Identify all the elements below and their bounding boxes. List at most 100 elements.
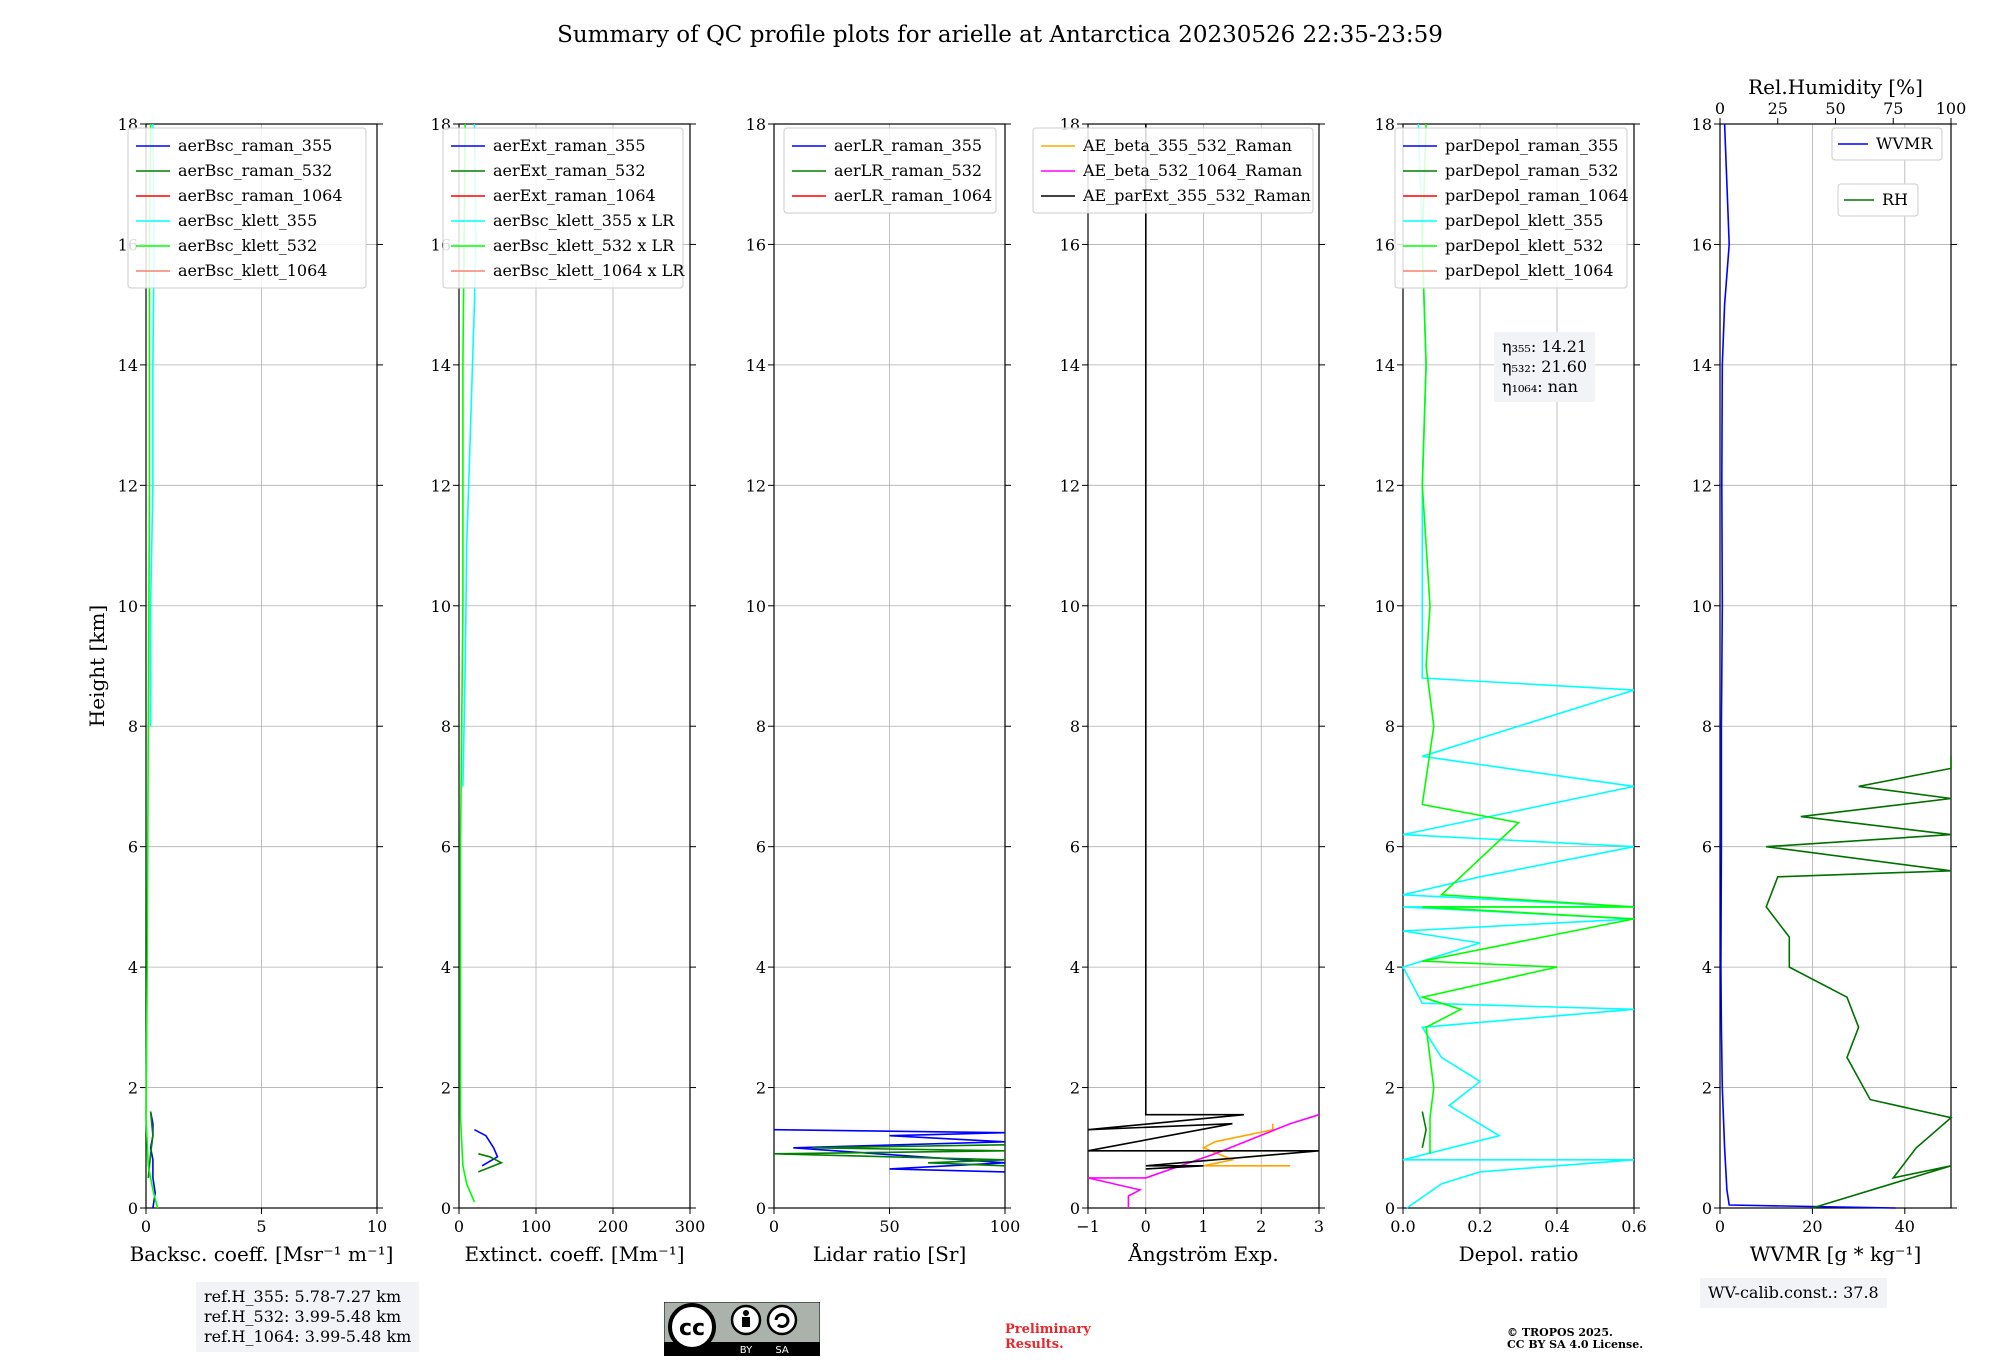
series-line-aerBsc_raman_532	[147, 1111, 154, 1178]
tick-label-y: 8	[128, 717, 138, 736]
tick-label-y: 12	[118, 476, 138, 495]
tick-label-x: 0	[141, 1217, 151, 1236]
wv-calib-box: WV-calib.const.: 37.8	[1700, 1278, 1887, 1308]
series-line-WVMR	[1720, 123, 1896, 1209]
tick-label-y: 16	[746, 235, 766, 254]
legend-label: aerBsc_raman_532	[178, 161, 332, 180]
axis-label-x: Backsc. coeff. [Msr⁻¹ m⁻¹]	[130, 1242, 394, 1266]
series-line-parDepol_raman_532	[1421, 1111, 1427, 1148]
axis-label-x2: Rel.Humidity [%]	[1748, 75, 1923, 99]
eta-box: η₃₅₅: 14.21 η₅₃₂: 21.60 η₁₀₆₄: nan	[1494, 332, 1596, 402]
tick-label-y: 10	[1060, 597, 1080, 616]
series-line-AE_parExt_355_532_Raman	[1087, 124, 1320, 1170]
copyright-note: © TROPOS 2025. CC BY SA 4.0 License.	[1507, 1327, 1643, 1351]
tick-label-y: 10	[746, 597, 766, 616]
tick-label-y: 12	[746, 476, 766, 495]
ref-h-532: ref.H_532: 3.99-5.48 km	[204, 1307, 402, 1326]
tick-label-y: 16	[1060, 235, 1080, 254]
legend-label: aerLR_raman_532	[834, 161, 982, 180]
tick-label-y: 4	[1070, 958, 1080, 977]
tick-label-y: 6	[128, 838, 138, 857]
tick-label-y: 6	[1385, 838, 1395, 857]
legend-label: aerBsc_klett_1064 x LR	[493, 261, 685, 280]
legend-box	[1032, 127, 1314, 214]
wv-calib-const: WV-calib.const.: 37.8	[1708, 1283, 1879, 1302]
tick-label-y: 16	[1375, 235, 1395, 254]
tick-label-y: 4	[128, 958, 138, 977]
tick-label-x: 0	[454, 1217, 464, 1236]
tick-label-x: 0	[1141, 1217, 1151, 1236]
legend-box	[442, 127, 684, 289]
axis-label-x: Depol. ratio	[1459, 1242, 1579, 1266]
tick-label-y: 0	[756, 1199, 766, 1218]
tick-label-y: 14	[1692, 356, 1712, 375]
tick-label-y: 12	[1692, 476, 1712, 495]
legend-label: parDepol_klett_1064	[1445, 261, 1614, 280]
tick-label-y: 0	[128, 1199, 138, 1218]
copyright-line-2: CC BY SA 4.0 License.	[1507, 1338, 1644, 1351]
copyright-line-1: © TROPOS 2025.	[1507, 1326, 1613, 1339]
series-line-aerBsc_raman_355	[149, 1111, 157, 1209]
legend-box	[1837, 183, 1919, 217]
tick-label-y: 4	[441, 958, 451, 977]
axes-frame	[145, 123, 378, 1209]
tick-label-y: 14	[118, 356, 138, 375]
legend-label: AE_beta_532_1064_Raman	[1082, 161, 1302, 180]
legend-label: AE_beta_355_532_Raman	[1082, 136, 1292, 155]
tick-label-y: 18	[1692, 115, 1712, 134]
legend-label: parDepol_raman_532	[1445, 161, 1618, 180]
axis-label-x: Ångström Exp.	[1127, 1241, 1278, 1266]
series-line-aerBsc_klett_532 x LR	[459, 123, 476, 1203]
preliminary-note: Preliminary Results.	[1005, 1322, 1091, 1352]
series-line-parDepol_klett_532	[1419, 123, 1635, 1154]
cc-license-badge-icon: cc BY SA	[664, 1302, 820, 1356]
legend-label: parDepol_klett_355	[1445, 211, 1603, 230]
legend-box	[1831, 127, 1943, 161]
tick-label-x2: 25	[1768, 99, 1788, 118]
tick-label-y: 6	[1702, 838, 1712, 857]
tick-label-y: 16	[1692, 235, 1712, 254]
legend-box	[127, 127, 367, 289]
tick-label-x: 0.6	[1621, 1217, 1646, 1236]
series-line-AE_beta_532_1064_Raman	[1087, 1113, 1320, 1208]
tick-label-x: 2	[1256, 1217, 1266, 1236]
legend-label: RH	[1882, 190, 1908, 209]
tick-label-y: 8	[1385, 717, 1395, 736]
tick-label-x: 40	[1895, 1217, 1915, 1236]
legend-label: aerBsc_klett_532 x LR	[493, 236, 675, 255]
ref-h-1064: ref.H_1064: 3.99-5.48 km	[204, 1327, 412, 1346]
tick-label-x: 0	[769, 1217, 779, 1236]
tick-label-y: 8	[1702, 717, 1712, 736]
tick-label-y: 6	[1070, 838, 1080, 857]
series-line-aerExt_raman_532	[478, 1153, 504, 1173]
tick-label-y: 10	[118, 597, 138, 616]
legend-label: aerBsc_raman_1064	[178, 186, 343, 205]
tick-label-y: 0	[1385, 1199, 1395, 1218]
tick-label-x: 300	[675, 1217, 706, 1236]
tick-label-x2: 0	[1715, 99, 1725, 118]
axes-frame	[1402, 123, 1635, 1209]
tick-label-x: 200	[598, 1217, 629, 1236]
legend-label: parDepol_klett_532	[1445, 236, 1603, 255]
ref-h-355: ref.H_355: 5.78-7.27 km	[204, 1287, 402, 1306]
tick-label-y: 12	[431, 476, 451, 495]
tick-label-x2: 50	[1825, 99, 1845, 118]
legend-label: aerLR_raman_1064	[834, 186, 992, 205]
tick-label-x2: 75	[1883, 99, 1903, 118]
axes-frame	[773, 123, 1006, 1209]
tick-label-y: 0	[441, 1199, 451, 1218]
tick-label-y: 8	[441, 717, 451, 736]
legend-label: aerExt_raman_532	[493, 161, 646, 180]
axes-frame	[1719, 123, 1952, 1209]
tick-label-y: 0	[1702, 1199, 1712, 1218]
legend-label: aerBsc_raman_355	[178, 136, 332, 155]
tick-label-y: 14	[1060, 356, 1080, 375]
chart-panel-3: 0 2 4 6 8 10 12 14 16 18 0 50 100 Lidar ratio [Sr] aer…	[746, 115, 1021, 1266]
figure-title: Summary of QC profile plots for arielle …	[557, 22, 1443, 48]
tick-label-x: 1	[1198, 1217, 1208, 1236]
tick-label-y: 4	[1385, 958, 1395, 977]
series-line-RH	[1765, 756, 1953, 1209]
